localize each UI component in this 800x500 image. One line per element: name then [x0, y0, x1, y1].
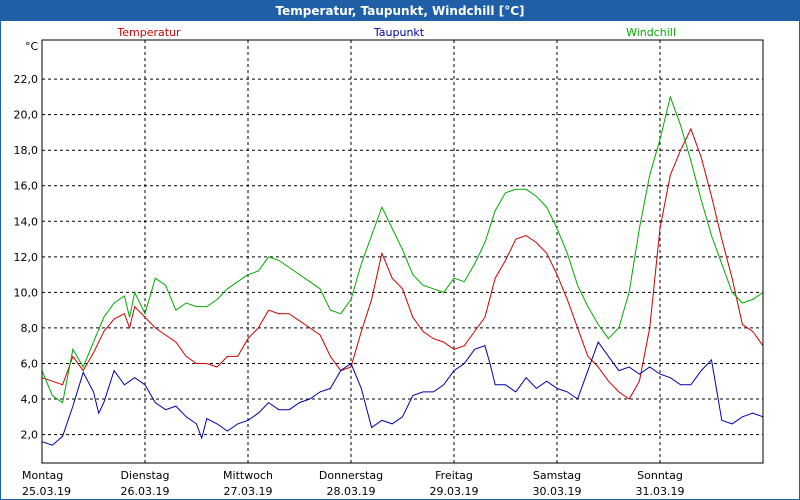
x-tick-day: Dienstag — [120, 469, 169, 482]
x-tick-day: Freitag — [435, 469, 473, 482]
temperature-chart: 2,0 4,0 6,0 8,0 10,0 12,0 14,0 16,0 18,0 20,0 22,0… — [14, 26, 764, 498]
y-tick-label: 10,0 — [14, 286, 39, 299]
x-tick-day: Sonntag — [637, 469, 683, 482]
series-line-windchill — [41, 95, 764, 404]
y-tick-label: 12,0 — [14, 251, 39, 264]
x-tick-date: 29.03.19 — [430, 485, 479, 498]
y-tick-label: 2,0 — [21, 429, 39, 442]
y-tick-label: 22,0 — [14, 73, 39, 86]
x-tick-day: Mittwoch — [223, 469, 273, 482]
legend-taupunkt: Taupunkt — [373, 26, 425, 39]
x-tick-date: 31.03.19 — [636, 485, 685, 498]
x-tick-day: Donnerstag — [319, 469, 383, 482]
legend-windchill: Windchill — [626, 26, 676, 39]
series-lines — [41, 95, 764, 446]
x-tick-date: 25.03.19 — [22, 485, 71, 498]
x-tick-day: Montag — [22, 469, 63, 482]
y-tick-label: 8,0 — [21, 322, 39, 335]
series-line-taupunkt — [41, 341, 764, 446]
x-tick-day: Samstag — [533, 469, 581, 482]
y-tick-label: 14,0 — [14, 215, 39, 228]
x-tick-date: 27.03.19 — [224, 485, 273, 498]
chart-title: Temperatur, Taupunkt, Windchill [°C] — [1, 1, 799, 21]
y-tick-label: 18,0 — [14, 144, 39, 157]
y-tick-label: 16,0 — [14, 180, 39, 193]
series-line-temperatur — [41, 127, 764, 400]
y-tick-label: 4,0 — [21, 393, 39, 406]
y-axis-unit: °C — [25, 40, 39, 53]
y-tick-label: 20,0 — [14, 109, 39, 122]
plot-border — [41, 39, 764, 464]
x-tick-date: 26.03.19 — [121, 485, 170, 498]
labels: 2,0 4,0 6,0 8,0 10,0 12,0 14,0 16,0 18,0 20,0 22,0… — [14, 26, 685, 498]
axes — [41, 39, 764, 464]
x-tick-date: 28.03.19 — [327, 485, 376, 498]
legend-temperatur: Temperatur — [116, 26, 181, 39]
x-tick-date: 30.03.19 — [533, 485, 582, 498]
grid — [42, 40, 763, 463]
y-tick-label: 6,0 — [21, 357, 39, 370]
